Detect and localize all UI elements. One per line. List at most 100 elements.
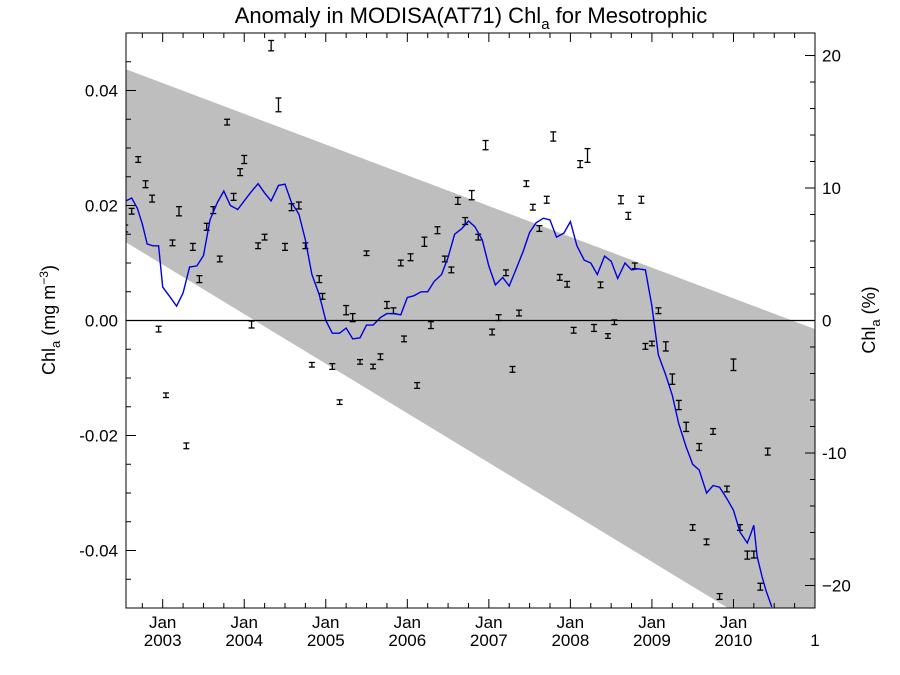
data-point (475, 233, 482, 241)
data-point (523, 180, 530, 188)
data-point (489, 328, 496, 336)
data-point (135, 155, 142, 164)
data-point (196, 274, 203, 284)
chart-title-suffix: for Mesotrophic (550, 3, 708, 28)
data-points (126, 39, 771, 601)
data-point (255, 242, 262, 250)
data-point (468, 189, 475, 201)
data-point (689, 523, 696, 532)
y-right-tick-label: 10 (822, 179, 841, 198)
data-point (363, 250, 370, 257)
y-left-tick-label: 0.04 (85, 82, 118, 101)
data-point (216, 255, 223, 263)
data-point (155, 325, 162, 333)
data-point (757, 582, 764, 591)
data-point (584, 147, 591, 164)
data-point (448, 266, 455, 274)
data-point (248, 320, 255, 329)
y-left-tick-label: -0.02 (79, 427, 118, 446)
x-tick-month: Jan (312, 613, 339, 632)
data-point (275, 97, 282, 113)
y-left-label-sup: −3 (37, 271, 51, 285)
y-axis-left-label: Chla (mg m−3) (37, 265, 63, 375)
x-tick-year: 1 (810, 631, 819, 650)
chart-title-subscript: a (541, 16, 550, 33)
data-point (529, 203, 536, 211)
data-point (336, 399, 343, 406)
data-point (516, 309, 523, 317)
data-point (669, 373, 676, 385)
data-point (407, 253, 414, 262)
y-axis-right-label: Chla (%) (859, 286, 883, 353)
y-right-tick-label: 20 (822, 47, 841, 66)
chart-title: Anomaly in MODISA(AT71) Chla for Mesotro… (235, 3, 708, 33)
plot-area (126, 39, 815, 608)
data-point (241, 154, 248, 165)
data-point (710, 427, 717, 436)
data-point (683, 421, 690, 433)
data-point (716, 592, 723, 601)
data-point (295, 201, 302, 210)
x-tick-month: Jan (394, 613, 421, 632)
y-left-tick-label: -0.04 (79, 542, 118, 561)
data-point (730, 358, 737, 372)
x-tick-month: Jan (149, 613, 176, 632)
data-point (268, 39, 275, 52)
data-point (282, 242, 288, 252)
x-tick-month: Jan (475, 613, 502, 632)
data-point (638, 195, 645, 204)
data-point (383, 300, 390, 310)
y-right-label-sub: a (868, 319, 883, 327)
data-point (370, 363, 377, 370)
data-point (224, 118, 231, 126)
x-tick-year: 2006 (388, 631, 426, 650)
y-right-tick-label: −20 (822, 576, 851, 595)
x-tick-year: 2007 (470, 631, 508, 650)
data-point (617, 195, 624, 205)
data-point (169, 239, 176, 247)
data-point (536, 224, 543, 233)
data-point (189, 242, 196, 252)
data-point (401, 335, 408, 343)
data-point (142, 180, 149, 189)
data-point (343, 304, 350, 316)
y-left-label-main: Chl (39, 348, 59, 375)
data-point (625, 211, 632, 220)
data-point (655, 307, 662, 315)
data-point (482, 139, 489, 151)
data-point (564, 280, 571, 288)
data-point (149, 194, 156, 203)
data-point (357, 358, 364, 365)
x-tick-month: Jan (231, 613, 258, 632)
data-point (648, 340, 655, 347)
data-point (577, 159, 584, 169)
data-point (237, 168, 244, 177)
smoothed-line (126, 182, 773, 608)
x-tick-year: 2005 (307, 631, 345, 650)
data-point (502, 269, 509, 277)
data-point (128, 207, 135, 215)
data-point (414, 381, 421, 390)
data-point (329, 362, 336, 371)
data-point (454, 196, 461, 206)
y-left-label-sub: a (48, 340, 63, 348)
data-point (662, 341, 669, 352)
data-point (126, 224, 129, 233)
x-tick-year: 2009 (633, 631, 671, 650)
y-left-tick-label: 0.02 (85, 197, 118, 216)
data-point (744, 550, 751, 560)
data-point (597, 281, 604, 289)
data-point (377, 353, 384, 361)
data-point (162, 392, 169, 399)
x-tick-year: 2010 (715, 631, 753, 650)
data-point (397, 259, 404, 267)
data-point (550, 131, 557, 142)
x-tick-year: 2004 (225, 631, 263, 650)
y-right-label-unit: (%) (859, 286, 879, 319)
x-tick-month: Jan (638, 613, 665, 632)
x-tick-month: Jan (557, 613, 584, 632)
trend-band (126, 69, 815, 608)
x-tick-year: 2008 (551, 631, 589, 650)
